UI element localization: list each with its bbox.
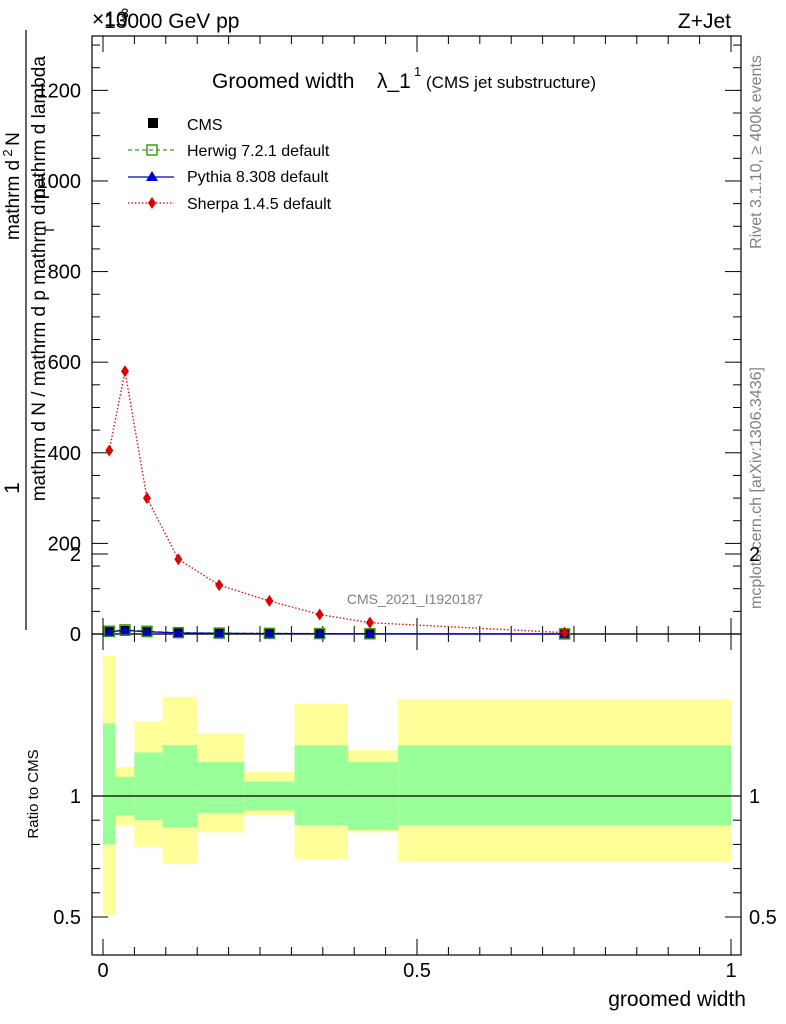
chart-title: Groomed width xyxy=(212,70,354,93)
x-tick-label: 0.5 xyxy=(403,960,431,982)
ratio-band-inner xyxy=(197,762,245,813)
ratio-band-inner xyxy=(134,752,163,821)
ratio-y-tick-label-right: 2 xyxy=(749,544,760,566)
ratio-y-tick-label-right: 0.5 xyxy=(749,907,777,929)
chart-title-sup: 1 xyxy=(414,64,421,79)
ratio-y-label: Ratio to CMS xyxy=(25,749,42,838)
y-axis-label-one: 1 xyxy=(1,482,24,494)
legend: CMS Herwig 7.2.1 default Pythia 8.308 de… xyxy=(128,117,332,213)
analysis-id: CMS_2021_I1920187 xyxy=(347,591,483,607)
y-tick-label: 600 xyxy=(48,352,81,374)
y-axis-label-sub: T xyxy=(41,225,57,234)
legend-cms: CMS xyxy=(187,117,223,134)
data-point-pythia xyxy=(173,627,184,637)
exponent-label: ×10 xyxy=(92,8,128,31)
y-axis-label-num-sup: 2 xyxy=(0,149,15,156)
data-point-pythia xyxy=(141,626,152,636)
legend-herwig-marker xyxy=(146,144,158,156)
y-axis-label-num-n: N xyxy=(3,132,24,146)
y-axis-label-numerator: mathrm d xyxy=(3,160,24,240)
y-tick-label: 1000 xyxy=(37,171,82,193)
chart-title-lambda: λ_1 xyxy=(377,70,411,93)
series-line-sherpa xyxy=(108,371,565,634)
y-tick-label: 1200 xyxy=(37,80,82,102)
ratio-band-inner xyxy=(294,745,348,826)
data-point-herwig xyxy=(119,624,131,636)
legend-pythia: Pythia 8.308 default xyxy=(187,169,329,186)
energy-label: 13000 GeV pp xyxy=(104,10,239,33)
legend-sherpa-marker xyxy=(148,197,156,209)
data-point-pythia xyxy=(104,626,115,636)
ratio-y-tick-label: 0.5 xyxy=(53,907,81,929)
process-label: Z+Jet xyxy=(678,10,731,33)
y-tick-label: 800 xyxy=(48,262,81,284)
x-tick-label: 1 xyxy=(725,960,736,982)
data-point-sherpa xyxy=(105,444,114,457)
ratio-band-inner xyxy=(103,723,116,845)
y-axis-label-denominator: mathrm d N / mathrm d p mathrm d p xyxy=(29,189,50,502)
legend-sherpa: Sherpa 1.4.5 default xyxy=(187,196,332,213)
legend-pythia-marker xyxy=(146,171,158,181)
y-tick-label: 400 xyxy=(48,443,81,465)
x-tick-label: 0 xyxy=(97,960,108,982)
exponent-power: 3 xyxy=(121,5,129,21)
y-axis-label: 1 mathrm d N / mathrm d p mathrm d p T m… xyxy=(0,30,57,630)
data-point-pythia xyxy=(214,628,225,638)
ratio-band-inner xyxy=(162,745,198,828)
data-point-pythia xyxy=(119,625,130,635)
data-point-sherpa xyxy=(174,553,183,566)
ratio-y-tick-label: 1 xyxy=(70,786,81,808)
y-tick-label: 200 xyxy=(48,533,81,555)
y-axis-label-lambda: mathrm d lambda xyxy=(29,56,50,204)
data-point-sherpa xyxy=(120,365,129,378)
chart-subtitle: (CMS jet substructure) xyxy=(426,73,596,92)
data-point-pythia xyxy=(264,628,275,638)
data-point-sherpa xyxy=(265,594,274,607)
y-tick-label: 0 xyxy=(70,624,81,646)
data-point-sherpa xyxy=(142,492,151,505)
ratio-band-inner xyxy=(398,745,731,826)
ratio-y-tick-label-right: 1 xyxy=(749,786,760,808)
data-point-pythia xyxy=(314,628,325,638)
legend-herwig: Herwig 7.2.1 default xyxy=(187,143,330,160)
data-point-pythia xyxy=(364,628,375,638)
data-point-sherpa xyxy=(215,579,224,592)
data-point-sherpa xyxy=(315,608,324,621)
mcplots-label: mcplots.cern.ch [arXiv:1306.3436] xyxy=(748,367,765,609)
rivet-label: Rivet 3.1.10, ≥ 400k events xyxy=(748,55,765,249)
x-axis-label: groomed width xyxy=(608,988,746,1011)
data-point-sherpa xyxy=(560,626,569,639)
legend-cms-marker xyxy=(148,118,158,128)
data-point-sherpa xyxy=(365,616,374,629)
ratio-y-tick-label: 2 xyxy=(70,544,81,566)
